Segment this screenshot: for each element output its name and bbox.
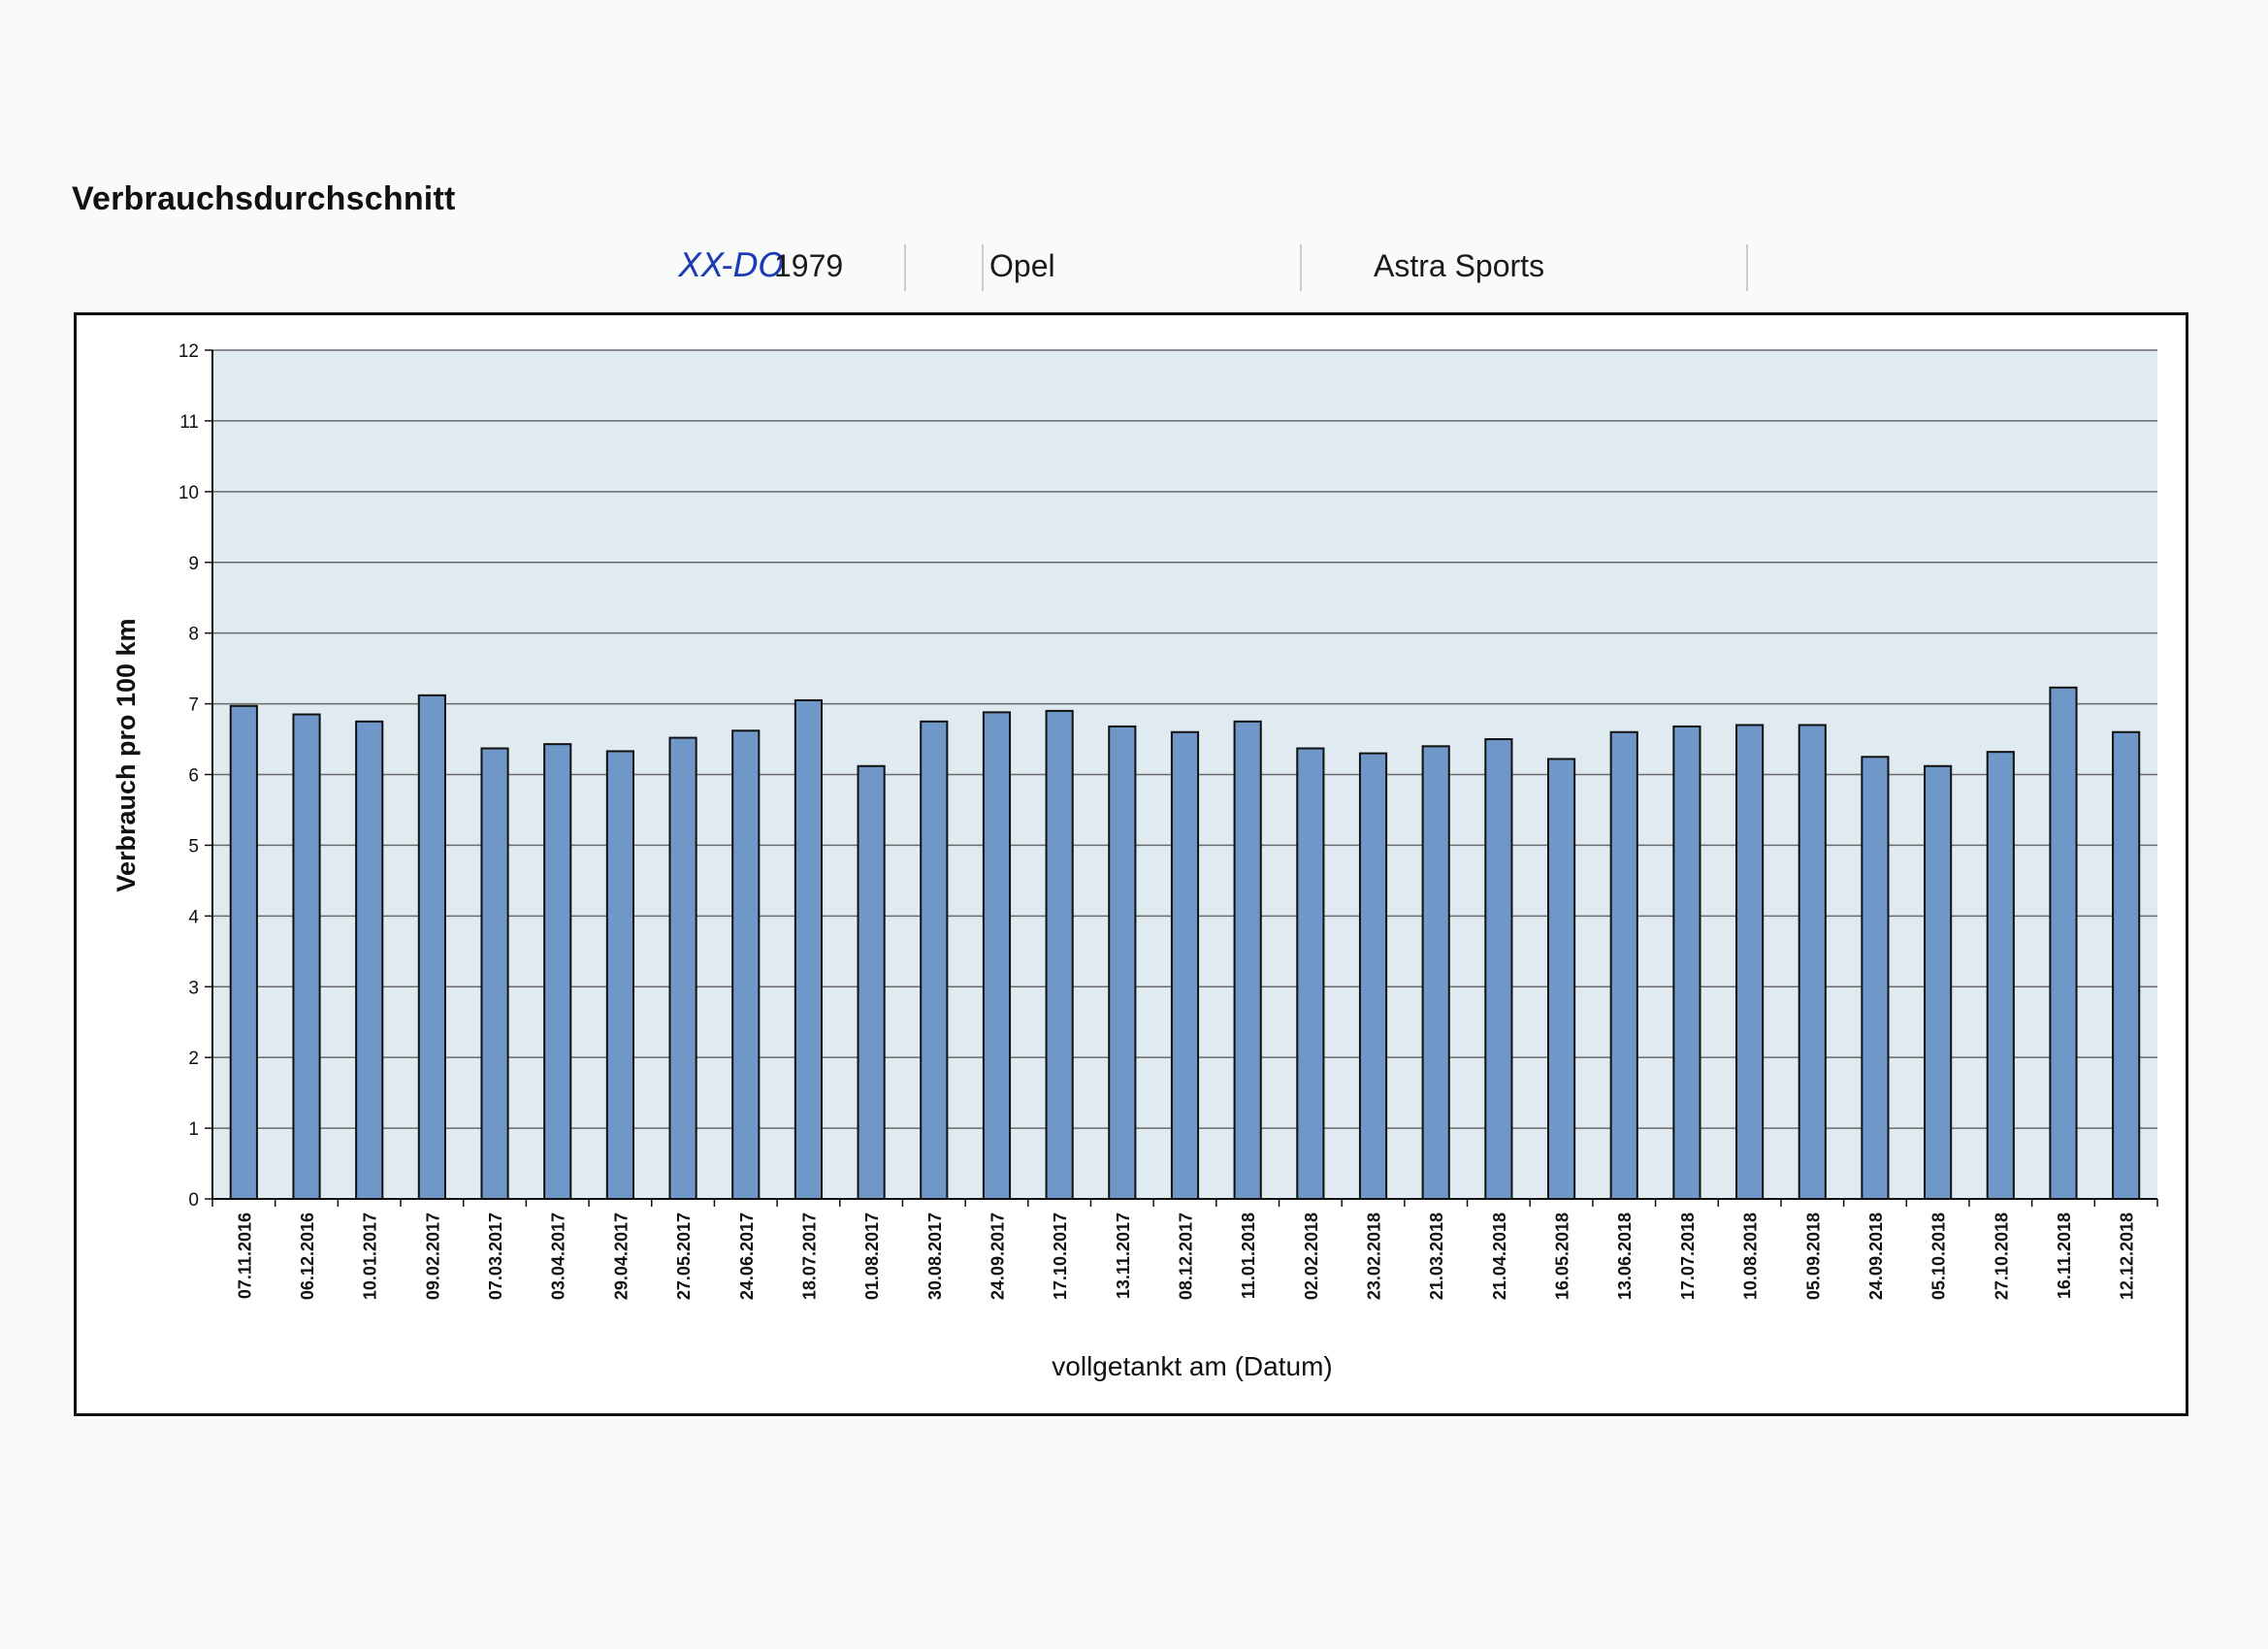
y-tick-label: 8: [188, 625, 199, 645]
bar: [1735, 724, 1765, 1200]
y-tick-label: 12: [178, 341, 199, 362]
header-divider: [1746, 244, 1748, 291]
y-tick-label: 5: [188, 836, 199, 857]
y-tick-label: 1: [188, 1119, 199, 1140]
x-tick-label: 17.10.2017: [1051, 1212, 1070, 1300]
bar: [920, 720, 949, 1200]
x-tick-label: 24.06.2017: [737, 1212, 757, 1300]
bar: [1798, 724, 1827, 1200]
bar: [1170, 730, 1200, 1200]
x-tick-label: 13.11.2017: [1114, 1212, 1133, 1299]
license-plate-handwritten: XX-DO: [679, 246, 785, 285]
chart-frame: 0 1 2 3 4 5 6 7 8 9 10 11 12 07.11.2016 06.12.2016 10.…: [74, 312, 2188, 1416]
vehicle-year: 1979: [774, 248, 844, 283]
bar: [229, 704, 258, 1200]
x-tick-label: 21.03.2018: [1427, 1212, 1446, 1300]
bar: [1358, 752, 1388, 1200]
y-tick-label: 11: [179, 412, 199, 433]
x-tick-label: 05.09.2018: [1803, 1212, 1823, 1300]
x-tick-label: 10.08.2018: [1741, 1212, 1761, 1300]
bar: [1672, 725, 1701, 1200]
y-tick-label: 2: [188, 1049, 199, 1069]
bar: [1421, 745, 1450, 1200]
x-tick-label: 05.10.2018: [1929, 1212, 1949, 1300]
x-tick-label: 09.02.2017: [423, 1212, 442, 1300]
y-tick-label: 4: [188, 907, 199, 927]
page-title: Verbrauchsdurchschnitt: [72, 180, 456, 217]
header-divider: [904, 244, 906, 291]
x-tick-label: 16.11.2018: [2055, 1212, 2074, 1299]
bar: [543, 743, 572, 1200]
bar: [480, 747, 509, 1200]
y-tick-label: 0: [188, 1190, 199, 1211]
x-tick-labels: 07.11.2016 06.12.2016 10.01.2017 09.02.2017…: [235, 1212, 2136, 1300]
x-tick-label: 03.04.2017: [549, 1212, 568, 1300]
x-tick-label: 21.04.2018: [1490, 1212, 1509, 1300]
x-tick-label: 11.01.2018: [1239, 1212, 1258, 1299]
bar: [1609, 730, 1638, 1200]
vehicle-model: Astra Sports: [1374, 248, 1545, 283]
bar: [1108, 725, 1137, 1200]
x-tick-label: 18.07.2017: [799, 1212, 819, 1300]
bar: [1045, 709, 1074, 1200]
x-tick-label: 10.01.2017: [361, 1212, 380, 1300]
x-tick-label: 07.11.2016: [235, 1212, 254, 1299]
x-tick-label: 08.12.2017: [1177, 1212, 1196, 1300]
header-divider: [1300, 244, 1302, 291]
vehicle-make: Opel: [989, 248, 1055, 283]
bar: [355, 720, 384, 1200]
bars: [229, 686, 2141, 1201]
x-tick-label: 07.03.2017: [486, 1212, 505, 1300]
x-tick-label: 30.08.2017: [925, 1212, 945, 1300]
bar: [982, 711, 1012, 1200]
bar: [1986, 751, 2015, 1200]
y-tick-label: 6: [188, 766, 199, 787]
y-axis-title: Verbrauch pro 100 km: [112, 618, 141, 891]
bar: [417, 694, 446, 1201]
bar: [857, 764, 886, 1200]
x-tick-label: 24.09.2018: [1866, 1212, 1886, 1300]
bar: [1296, 747, 1325, 1200]
y-tick-label: 10: [178, 483, 199, 503]
x-tick-label: 27.05.2017: [674, 1212, 694, 1300]
bar: [1546, 758, 1576, 1200]
x-tick-label: 06.12.2016: [298, 1212, 317, 1300]
bar: [292, 713, 321, 1200]
x-axis-title: vollgetankt am (Datum): [1052, 1351, 1332, 1381]
x-tick-label: 13.06.2018: [1615, 1212, 1635, 1300]
x-tick-label: 29.04.2017: [611, 1212, 631, 1300]
y-tick-label: 9: [188, 554, 199, 574]
x-tick-label: 27.10.2018: [1992, 1212, 2011, 1300]
x-tick-label: 23.02.2018: [1365, 1212, 1384, 1300]
bar: [2049, 686, 2078, 1200]
bar: [605, 750, 634, 1200]
y-tick-label: 3: [188, 978, 199, 998]
x-tick-label: 16.05.2018: [1553, 1212, 1572, 1300]
bar: [794, 698, 824, 1200]
bar: [1233, 720, 1262, 1200]
x-tick-label: 24.09.2017: [988, 1212, 1007, 1300]
bar: [731, 729, 761, 1200]
x-tick-label: 01.08.2017: [862, 1212, 882, 1300]
x-tick-label: 02.02.2018: [1302, 1212, 1321, 1300]
bar: [1484, 738, 1513, 1200]
x-tick-label: 17.07.2018: [1678, 1212, 1698, 1300]
header-divider: [982, 244, 984, 291]
bar: [1924, 764, 1953, 1200]
bar: [668, 736, 697, 1200]
bar: [2112, 730, 2141, 1200]
x-tick-label: 12.12.2018: [2118, 1212, 2137, 1300]
bar: [1861, 756, 1890, 1200]
y-tick-label: 7: [188, 695, 199, 716]
